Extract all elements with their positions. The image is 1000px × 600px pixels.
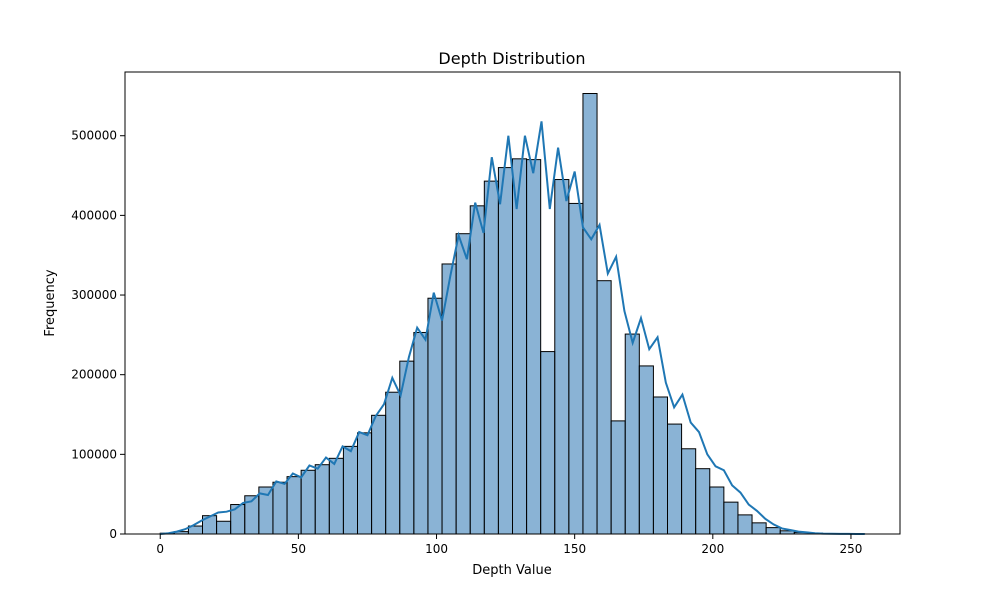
histogram-bar	[385, 391, 401, 535]
y-axis-label: Frequency	[43, 269, 58, 336]
kde-curve	[160, 121, 865, 535]
histogram-bar	[723, 501, 739, 535]
histogram-bar	[427, 297, 443, 535]
histogram-bar	[314, 464, 330, 535]
histogram-bar	[638, 365, 654, 535]
x-tick-label: 50	[291, 542, 306, 556]
histogram-bar	[413, 331, 429, 535]
histogram-bar	[624, 333, 640, 535]
histogram-bar	[751, 522, 767, 535]
y-tick-label: 500000	[71, 129, 117, 143]
histogram-bar	[596, 280, 612, 535]
histogram-bar	[681, 448, 697, 535]
y-tick-label: 0	[109, 527, 117, 541]
y-tick-label: 100000	[71, 447, 117, 461]
histogram-bar	[286, 476, 302, 535]
y-tick-label: 400000	[71, 208, 117, 222]
x-axis-label: Depth Value	[472, 563, 551, 578]
x-tick-label: 200	[701, 542, 724, 556]
histogram-bar	[737, 514, 753, 535]
histogram-bar	[667, 423, 683, 535]
histogram-bar	[652, 396, 669, 535]
x-axis-ticks: 0 50 100 150 200 250	[156, 534, 862, 556]
histogram-bar	[554, 179, 570, 535]
histogram-bar	[526, 159, 542, 535]
y-tick-label: 300000	[71, 288, 117, 302]
histogram-bar	[328, 457, 344, 535]
x-tick-label: 250	[840, 542, 863, 556]
histogram-bars	[159, 93, 866, 535]
chart-title: Depth Distribution	[438, 49, 585, 68]
histogram-bar	[540, 351, 556, 535]
x-tick-label: 150	[563, 542, 586, 556]
y-tick-label: 200000	[71, 368, 117, 382]
histogram-bar	[610, 420, 626, 535]
histogram-bar	[357, 432, 373, 535]
histogram-bar	[272, 481, 288, 535]
histogram-bar	[512, 158, 528, 535]
histogram-bar	[709, 486, 725, 535]
histogram-bar	[371, 414, 387, 535]
histogram-bar	[300, 469, 316, 535]
histogram-bar	[469, 205, 485, 535]
histogram-bar	[497, 167, 513, 535]
y-axis-ticks: 0 100000 200000 300000 400000 500000	[71, 129, 125, 541]
histogram-bar	[455, 233, 471, 535]
plot-frame	[124, 71, 901, 535]
histogram-bar	[568, 202, 584, 535]
x-tick-label: 100	[425, 542, 448, 556]
histogram-bar	[695, 468, 711, 535]
histogram-bar	[216, 520, 232, 535]
histogram-bar	[582, 93, 598, 535]
histogram-bar	[342, 445, 358, 535]
histogram-bar	[483, 180, 499, 535]
x-tick-label: 0	[156, 542, 164, 556]
histogram-bar	[765, 527, 781, 535]
